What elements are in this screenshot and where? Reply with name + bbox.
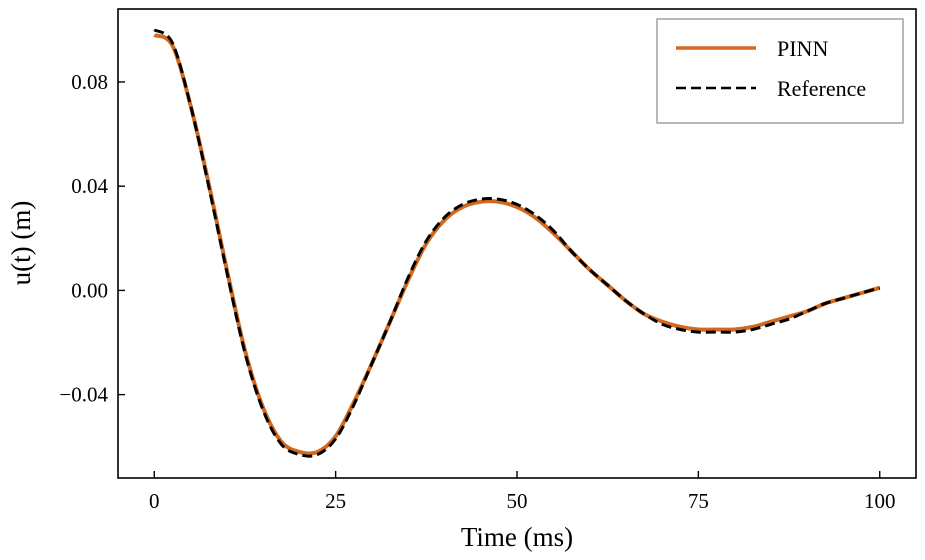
x-tick-label: 100: [864, 489, 896, 513]
legend-frame: [656, 18, 904, 124]
legend-reference-label: Reference: [777, 76, 866, 101]
y-tick-label: 0.00: [71, 278, 108, 302]
series-layer: [153, 28, 881, 458]
y-tick-label: 0.08: [71, 70, 108, 94]
x-axis-ticks: 0 25 50 75 100: [149, 471, 895, 513]
legend: PINN Reference: [656, 18, 904, 124]
y-axis-ticks: −0.04 0.00 0.04 0.08: [59, 70, 125, 407]
y-axis-label: u(t) (m): [6, 201, 36, 286]
x-axis-label: Time (ms): [461, 522, 573, 552]
x-tick-label: 50: [507, 489, 528, 513]
x-tick-label: 0: [149, 489, 160, 513]
legend-pinn-label: PINN: [777, 36, 828, 61]
y-tick-label: 0.04: [71, 174, 108, 198]
x-tick-label: 75: [688, 489, 709, 513]
y-tick-label: −0.04: [59, 383, 108, 407]
x-tick-label: 25: [325, 489, 346, 513]
series-line-reference: [153, 28, 881, 458]
